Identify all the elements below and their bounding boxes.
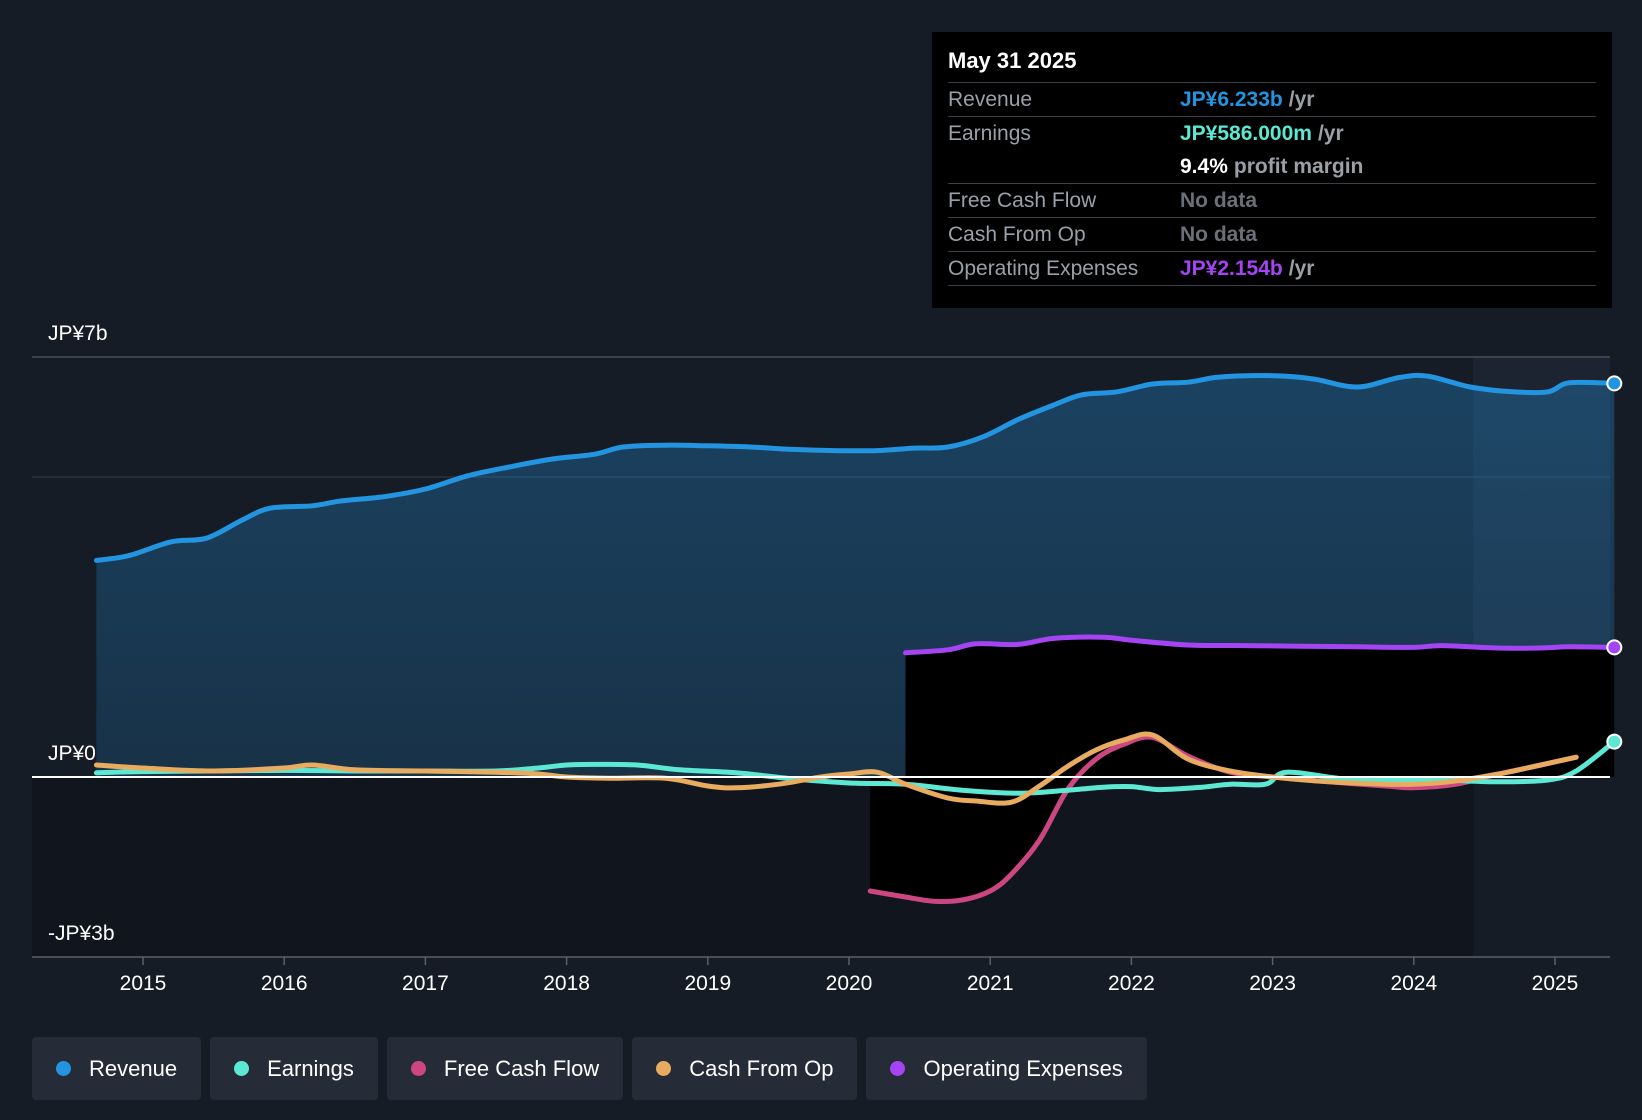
end-markers <box>1606 375 1623 750</box>
x-tick-label: 2019 <box>684 972 731 995</box>
x-tick-label: 2020 <box>826 972 873 995</box>
legend-item-cash-from-op[interactable]: Cash From Op <box>632 1037 858 1100</box>
revenue-end-marker <box>1606 375 1623 392</box>
tooltip: May 31 2025 Revenue JP¥6.233b/yr Earnings J… <box>932 32 1612 308</box>
tooltip-row: Free Cash Flow No data <box>948 184 1596 218</box>
y-axis-label-zero: JP¥0 <box>48 742 96 765</box>
tooltip-row: Earnings JP¥586.000m/yr <box>948 117 1596 150</box>
legend-label: Free Cash Flow <box>443 1055 600 1081</box>
legend-dot-icon <box>234 1061 250 1076</box>
legend-item-free-cash-flow[interactable]: Free Cash Flow <box>386 1037 624 1100</box>
x-tick-label: 2023 <box>1249 972 1296 995</box>
x-tick-label: 2016 <box>261 972 308 995</box>
earnings-end-marker <box>1606 733 1623 750</box>
tooltip-row-unit: profit margin <box>1233 155 1364 178</box>
legend-dot-icon <box>890 1061 906 1076</box>
tooltip-row-label: Earnings <box>948 122 1031 145</box>
legend: Revenue Earnings Free Cash Flow Cash From O… <box>32 1037 1147 1100</box>
legend-item-revenue[interactable]: Revenue <box>32 1037 202 1100</box>
y-axis-label-bottom: -JP¥3b <box>48 922 115 945</box>
legend-dot-icon <box>56 1061 71 1076</box>
tooltip-rows: Revenue JP¥6.233b/yr Earnings JP¥586.000m/y… <box>948 83 1596 286</box>
tooltip-date: May 31 2025 <box>948 46 1596 83</box>
tooltip-row: Revenue JP¥6.233b/yr <box>948 83 1596 117</box>
tooltip-row: Operating Expenses JP¥2.154b/yr <box>948 252 1596 286</box>
tooltip-row-label: Operating Expenses <box>948 257 1139 280</box>
operating-expenses-area <box>905 637 1615 777</box>
x-tick-label: 2025 <box>1532 972 1579 995</box>
y-axis-label-top: JP¥7b <box>48 322 108 345</box>
tooltip-row-value: JP¥586.000m <box>1180 122 1312 145</box>
tooltip-row: 9.4% profit margin <box>948 150 1596 184</box>
tooltip-row-label: Free Cash Flow <box>948 189 1097 212</box>
legend-label: Earnings <box>267 1055 354 1081</box>
tooltip-row-unit: /yr <box>1317 122 1344 145</box>
x-tick-label: 2021 <box>967 972 1014 995</box>
x-tick-label: 2017 <box>402 972 449 995</box>
x-tick-label: 2015 <box>120 972 167 995</box>
cash-from-op-line <box>93 731 1579 806</box>
tooltip-row-value: No data <box>1180 189 1258 212</box>
revenue-line <box>93 372 1617 563</box>
legend-label: Revenue <box>89 1055 178 1081</box>
x-tick-label: 2018 <box>543 972 590 995</box>
tooltip-row-value: 9.4% <box>1180 155 1228 178</box>
tooltip-row-label <box>948 150 1180 183</box>
x-tick-label: 2024 <box>1390 972 1437 995</box>
legend-dot-icon <box>656 1061 672 1076</box>
x-axis-ticks: 2015 2016 2017 2018 2019 2020 2021 2022 2023 2024… <box>120 957 1579 995</box>
series-lines <box>93 372 1617 904</box>
tooltip-row-value: No data <box>1180 223 1258 246</box>
legend-item-operating-expenses[interactable]: Operating Expenses <box>866 1037 1147 1100</box>
tooltip-row-label: Revenue <box>948 88 1033 111</box>
x-tick-label: 2022 <box>1108 972 1155 995</box>
tooltip-row-value: JP¥6.233b <box>1180 88 1283 111</box>
tooltip-row-unit: /yr <box>1288 88 1315 111</box>
legend-dot-icon <box>410 1061 426 1076</box>
legend-label: Cash From Op <box>689 1055 834 1081</box>
tooltip-row-label: Cash From Op <box>948 223 1086 246</box>
negative-zone <box>32 777 1610 957</box>
operating-expenses-end-marker <box>1606 639 1623 656</box>
tooltip-row-value: JP¥2.154b <box>1180 257 1283 280</box>
operating-expenses-line <box>903 634 1617 656</box>
axes <box>32 776 1610 958</box>
legend-item-earnings[interactable]: Earnings <box>210 1037 378 1100</box>
tooltip-row: Cash From Op No data <box>948 218 1596 252</box>
legend-label: Operating Expenses <box>923 1055 1123 1081</box>
tooltip-row-unit: /yr <box>1288 257 1315 280</box>
